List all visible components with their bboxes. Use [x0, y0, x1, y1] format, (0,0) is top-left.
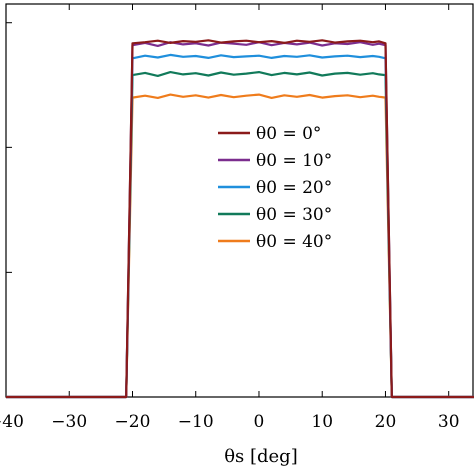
series-line-3: [6, 70, 474, 399]
series-line-2: [6, 53, 474, 399]
series-line-4: [6, 93, 474, 399]
x-axis-label: θs [deg]: [224, 446, 298, 467]
y-axis-ticks: [6, 22, 12, 398]
x-axis-ticks: −40 −30 −20 −10 0 10 20 30: [0, 4, 460, 432]
legend-label-3: θ0 = 30°: [256, 205, 332, 225]
legend-label-0: θ0 = 0°: [256, 124, 321, 144]
legend-label-4: θ0 = 40°: [256, 232, 332, 252]
x-tick-label-5: 10: [311, 412, 333, 432]
series-line-1: [6, 41, 474, 399]
x-tick-label-2: −20: [115, 412, 151, 432]
legend-label-2: θ0 = 20°: [256, 178, 332, 198]
series-layer: [6, 39, 474, 399]
plot-area: [5, 3, 474, 398]
plot-border: [5, 3, 474, 398]
legend: θ0 = 0° θ0 = 10° θ0 = 20° θ0 = 30° θ0 = 40°: [218, 124, 332, 252]
legend-label-1: θ0 = 10°: [256, 151, 332, 171]
x-tick-label-1: −30: [51, 412, 87, 432]
x-tick-label-4: 0: [254, 412, 265, 432]
x-tick-label-3: −10: [178, 412, 214, 432]
x-tick-label-0: −40: [0, 412, 24, 432]
x-tick-label-6: 20: [375, 412, 397, 432]
x-tick-label-7: 30: [438, 412, 460, 432]
series-line-0: [6, 39, 474, 399]
